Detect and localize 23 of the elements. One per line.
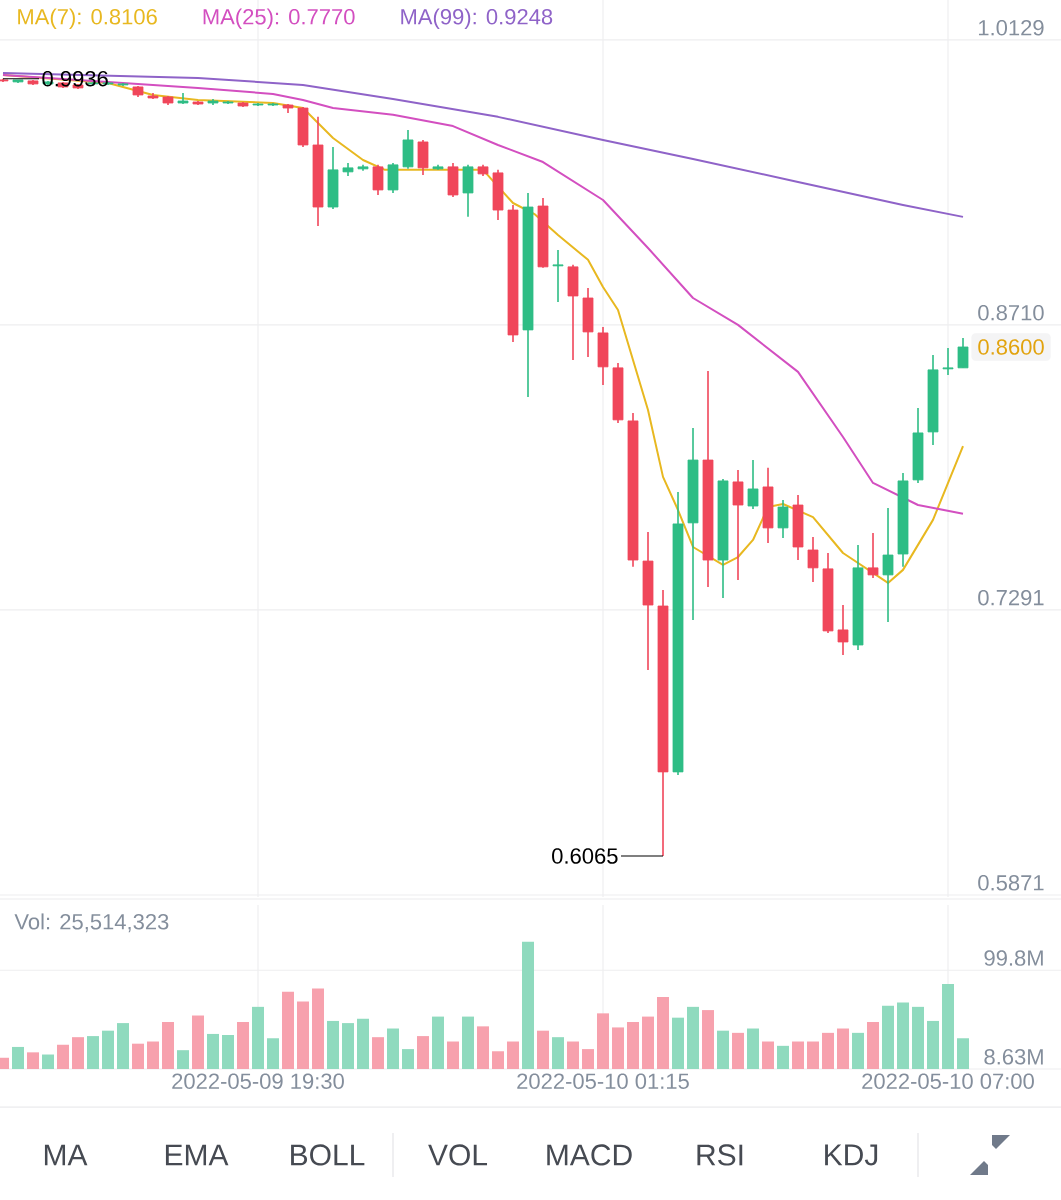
y-tick-label: 0.5871 — [978, 875, 1044, 891]
text: EMA — [165, 1144, 229, 1166]
annotation: 0.8600 — [978, 339, 1044, 355]
x-tick-label: 2022-05-10 07:00 — [862, 1073, 1034, 1089]
text: MACD — [547, 1144, 632, 1166]
x-tick-label: 2022-05-10 01:15 — [517, 1073, 689, 1089]
y-tick-label: 0.7291 — [978, 589, 1044, 606]
text: VOL — [428, 1144, 488, 1166]
x-tick-label: 2022-05-09 19:30 — [172, 1073, 344, 1089]
annotation: Vol: 25,514,323 — [14, 913, 169, 933]
text: MA(7): 0.8106 — [18, 8, 157, 29]
y-tick-label: 0.8710 — [978, 304, 1044, 321]
text: BOLL — [291, 1144, 365, 1166]
text: MA(25): 0.7770 — [203, 8, 355, 29]
annotation: 0.9936 — [42, 70, 108, 87]
y-tick-label: 8.63M — [984, 1049, 1043, 1065]
annotation: 0.6065 — [552, 848, 618, 864]
text: KDJ — [825, 1144, 878, 1166]
y-tick-label: 99.8M — [984, 950, 1043, 966]
y-tick-label: 1.0129 — [978, 20, 1044, 36]
text: RSI — [697, 1144, 743, 1166]
text: MA — [44, 1144, 88, 1166]
text: MA(99): 0.9248 — [401, 8, 553, 29]
